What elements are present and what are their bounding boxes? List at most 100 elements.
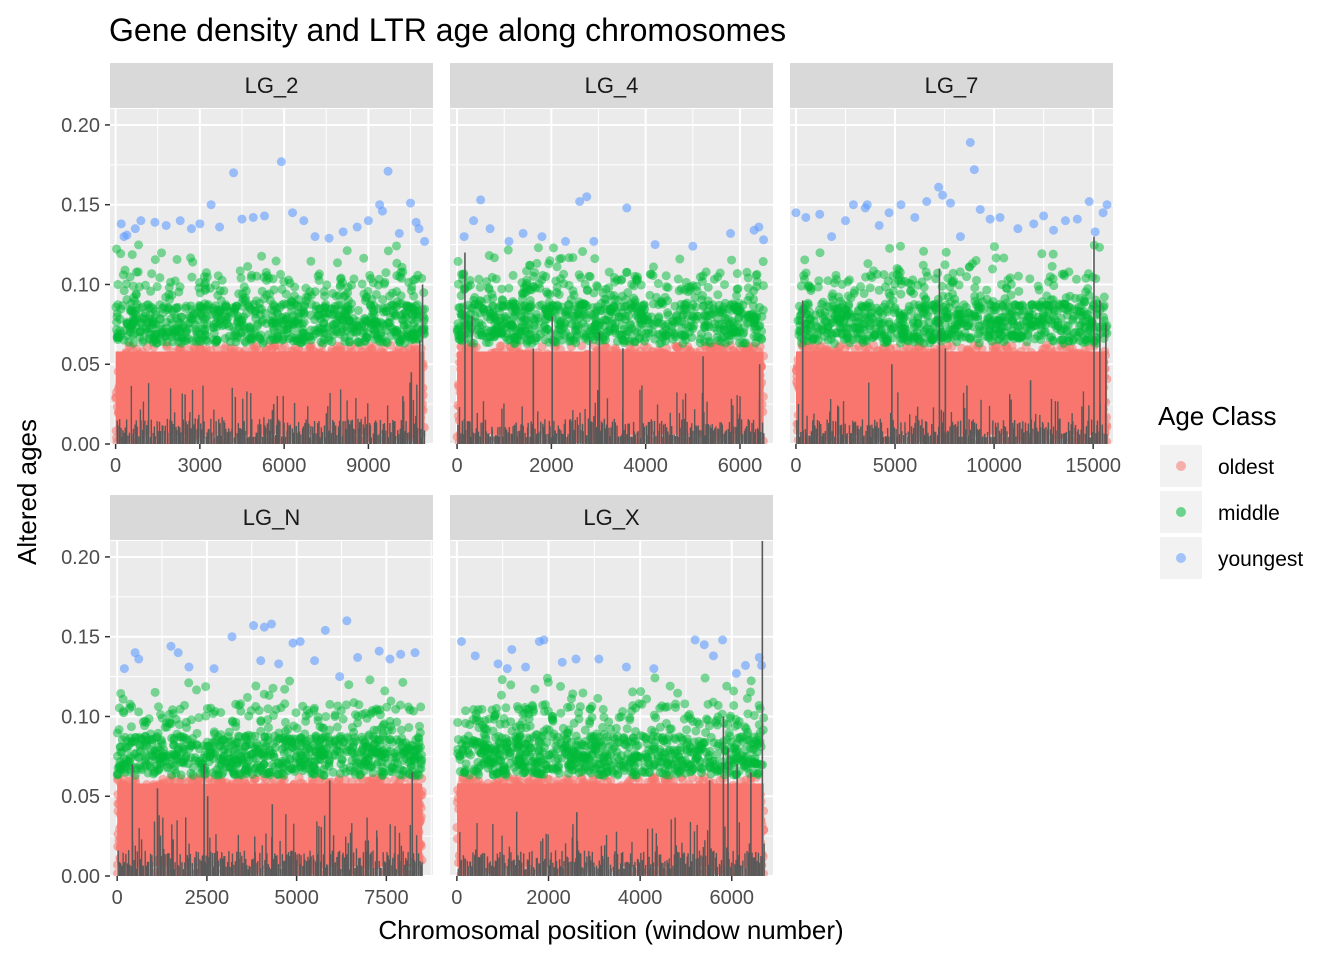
gene-density-bar <box>254 436 256 444</box>
point-middle <box>600 331 610 341</box>
point-youngest <box>622 203 632 213</box>
gene-density-bar <box>518 430 521 444</box>
point-oldest <box>229 344 239 354</box>
gene-density-bar <box>265 428 267 444</box>
gene-density-bar <box>462 434 464 444</box>
point-youngest <box>338 227 348 237</box>
point-middle <box>653 279 663 289</box>
point-middle <box>485 332 495 342</box>
point-youngest <box>363 216 373 226</box>
gene-density-bar <box>144 420 146 444</box>
gene-density-bar <box>409 382 411 444</box>
point-middle <box>252 271 262 281</box>
point-middle <box>498 301 508 311</box>
gene-density-bar <box>496 435 498 444</box>
point-middle <box>320 303 330 313</box>
point-middle <box>414 312 424 322</box>
gene-density-bar <box>616 425 618 444</box>
point-middle <box>331 291 341 301</box>
gene-density-bar <box>193 424 195 444</box>
gene-density-bar <box>753 432 756 444</box>
point-middle <box>473 325 483 335</box>
gene-density-bar <box>606 398 609 444</box>
gene-density-bar <box>244 431 246 444</box>
point-middle <box>128 330 138 340</box>
gene-density-bar <box>646 434 648 444</box>
gene-density-bar <box>325 413 328 444</box>
point-oldest <box>600 342 610 352</box>
gene-density-bar <box>479 436 481 444</box>
gene-density-bar <box>488 433 490 444</box>
gene-density-bar <box>631 436 633 444</box>
point-middle <box>133 267 143 277</box>
point-middle <box>590 254 600 264</box>
gene-density-bar <box>468 420 470 444</box>
point-middle <box>185 318 195 328</box>
point-middle <box>502 321 512 331</box>
point-middle <box>568 253 578 263</box>
gene-density-bar <box>392 419 394 444</box>
gene-density-bar <box>634 434 636 444</box>
point-middle <box>508 270 518 280</box>
gene-density-bar <box>695 426 698 444</box>
gene-density-bar <box>537 411 539 444</box>
gene-density-bar <box>247 437 249 444</box>
point-middle <box>554 324 564 334</box>
point-middle <box>529 271 539 281</box>
point-middle <box>329 320 339 330</box>
y-tick-label: 0.05 <box>61 354 100 376</box>
point-middle <box>687 332 697 342</box>
point-youngest <box>469 216 479 226</box>
data-layer <box>111 157 430 444</box>
point-youngest <box>650 240 660 250</box>
gene-density-bar <box>710 428 712 444</box>
point-middle <box>469 338 479 348</box>
gene-density-bar <box>499 426 501 444</box>
gene-density-bar <box>686 421 688 444</box>
gene-density-bar <box>330 432 333 444</box>
point-middle <box>669 318 679 328</box>
gene-density-bar <box>684 393 687 444</box>
gene-density-bar <box>712 430 714 444</box>
gene-density-bar <box>332 419 334 444</box>
gene-density-bar <box>241 429 243 444</box>
gene-density-bar <box>642 423 645 444</box>
gene-density-bar <box>667 431 669 444</box>
gene-density-bar <box>403 401 405 444</box>
gene-density-bar <box>554 430 556 444</box>
point-middle <box>553 301 563 311</box>
gene-density-bar <box>683 418 686 444</box>
gene-density-bar <box>705 424 707 444</box>
gene-density-bar <box>656 404 659 444</box>
point-middle <box>236 273 246 283</box>
point-middle <box>244 323 254 333</box>
gene-density-bar <box>733 426 735 444</box>
point-middle <box>181 301 191 311</box>
gene-density-bar <box>475 428 478 444</box>
gene-density-bar <box>223 420 225 444</box>
gene-density-bar <box>597 389 599 444</box>
gene-density-bar <box>706 401 708 444</box>
point-middle <box>474 274 484 284</box>
gene-density-bar <box>641 385 643 444</box>
point-middle <box>656 298 666 308</box>
point-middle <box>456 311 466 321</box>
point-youngest <box>589 236 599 246</box>
gene-density-bar <box>357 428 360 444</box>
gene-density-bar <box>412 400 415 444</box>
gene-density-bar <box>116 420 118 444</box>
point-middle <box>724 335 734 345</box>
point-middle <box>353 305 363 315</box>
gene-density-bar <box>213 409 215 444</box>
gene-density-peak <box>421 284 424 444</box>
point-middle <box>276 316 286 326</box>
panel-LG_4: LG_40 2000 4000 6000 <box>450 63 773 477</box>
point-youngest <box>175 216 185 226</box>
point-middle <box>211 317 221 327</box>
gene-density-bar <box>601 423 604 444</box>
point-middle <box>135 332 145 342</box>
point-youngest <box>420 236 430 246</box>
gene-density-bar <box>300 434 302 444</box>
gene-density-bar <box>203 421 205 444</box>
gene-density-bar <box>328 430 330 444</box>
